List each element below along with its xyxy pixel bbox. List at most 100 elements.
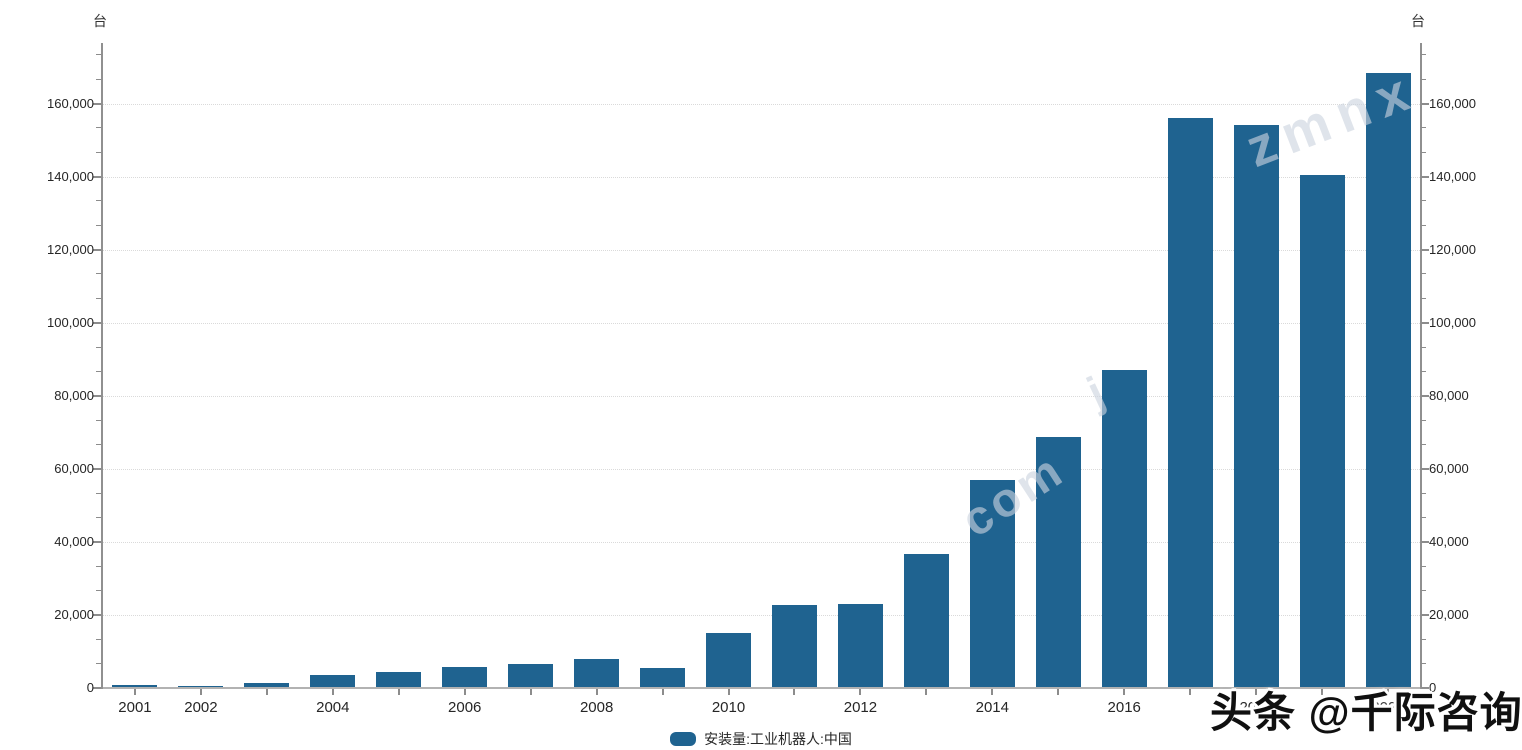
y-tick-left	[95, 517, 101, 519]
x-tick	[1123, 689, 1126, 695]
bar-2015	[1035, 437, 1081, 688]
y-tick-label-right: 40,000	[1429, 533, 1469, 549]
y-tick-left	[95, 638, 101, 640]
legend-swatch	[670, 732, 697, 746]
y-gridline	[103, 468, 1420, 470]
x-tick	[133, 689, 136, 695]
bar-2004	[310, 675, 356, 688]
bar-2007	[508, 663, 554, 688]
x-tick	[793, 689, 796, 695]
y-gridline	[103, 322, 1420, 324]
x-tick-label: 2012	[843, 699, 878, 716]
legend: 安装量:工业机器人:中国	[0, 729, 1522, 749]
y-tick-left	[92, 394, 101, 397]
y-tick-right	[1420, 200, 1426, 202]
x-tick	[595, 689, 598, 695]
y-tick-left	[92, 687, 101, 689]
x-axis-line	[102, 687, 1421, 689]
x-tick	[1387, 689, 1390, 695]
x-tick	[991, 689, 994, 695]
bar-2020	[1365, 72, 1411, 688]
x-tick	[463, 689, 466, 695]
y-tick-right	[1420, 613, 1429, 616]
y-tick-left	[95, 200, 101, 202]
x-tick-label: 2006	[448, 699, 482, 716]
y-tick-left	[92, 613, 101, 616]
x-tick-label: 2008	[579, 699, 614, 716]
y-tick-right	[1420, 394, 1429, 397]
y-tick-left	[95, 78, 101, 80]
y-tick-right	[1420, 492, 1426, 494]
y-tick-right	[1420, 590, 1426, 592]
y-tick-label-right: 60,000	[1429, 460, 1469, 476]
bar-2017	[1167, 118, 1213, 688]
x-tick-label: 2020	[1371, 699, 1405, 716]
y-tick-right	[1420, 297, 1426, 299]
y-tick-left	[95, 663, 101, 665]
y-tick-label-left: 60,000	[54, 460, 94, 476]
y-tick-right	[1420, 638, 1426, 640]
y-tick-label-right: 20,000	[1429, 606, 1469, 622]
y-tick-label-right: 120,000	[1429, 241, 1476, 257]
x-tick	[859, 689, 862, 695]
y-tick-left	[95, 419, 101, 421]
bar-2006	[442, 666, 488, 688]
y-tick-label-left: 40,000	[54, 533, 94, 549]
bar-2009	[640, 667, 686, 688]
y-tick-right	[1420, 102, 1429, 105]
x-tick-label: 2001	[118, 699, 152, 716]
x-tick	[529, 689, 532, 695]
x-tick-label: 2002	[184, 699, 218, 716]
y-tick-right	[1420, 273, 1426, 275]
x-tick	[265, 689, 268, 695]
y-tick-left	[95, 224, 101, 226]
y-gridline	[103, 103, 1420, 105]
legend-label: 安装量:工业机器人:中国	[704, 731, 852, 747]
y-tick-right	[1420, 54, 1426, 56]
y-axis-unit-label-right: 台	[1411, 13, 1425, 29]
x-tick-label: 2016	[1107, 699, 1141, 716]
bar-2005	[376, 671, 422, 688]
y-tick-left	[95, 297, 101, 299]
x-tick	[1057, 689, 1060, 695]
y-tick-right	[1420, 370, 1426, 372]
y-tick-left	[95, 54, 101, 56]
y-tick-label-right: 80,000	[1429, 387, 1469, 403]
y-tick-right	[1420, 687, 1429, 689]
y-tick-right	[1420, 78, 1426, 80]
bar-2012	[837, 603, 883, 688]
y-gridline	[103, 614, 1420, 616]
bar-2019	[1299, 174, 1345, 688]
x-tick-label: 2010	[711, 699, 746, 716]
y-tick-left	[92, 175, 101, 178]
y-tick-label-left: 140,000	[47, 168, 94, 184]
bar-2014	[969, 479, 1015, 688]
x-tick-label: 2014	[975, 699, 1009, 716]
y-tick-left	[92, 467, 101, 470]
bar-2010	[706, 633, 752, 688]
y-axis-left	[100, 43, 103, 689]
y-tick-right	[1420, 346, 1426, 348]
x-tick	[331, 689, 334, 695]
y-tick-label-right: 0	[1429, 680, 1437, 695]
y-tick-left	[92, 102, 101, 105]
y-tick-right	[1420, 224, 1426, 226]
y-tick-label-left: 100,000	[47, 314, 94, 330]
x-tick	[661, 689, 664, 695]
bar-2003	[244, 682, 290, 688]
brand-watermark: 头条 @千际咨询	[1210, 689, 1522, 736]
y-gridline	[103, 249, 1420, 251]
y-tick-right	[1420, 663, 1426, 665]
y-tick-left	[95, 273, 101, 275]
bar-2002	[178, 685, 224, 688]
y-tick-right	[1420, 517, 1426, 519]
y-tick-right	[1420, 151, 1426, 153]
y-tick-label-right: 100,000	[1429, 314, 1476, 330]
x-tick	[727, 689, 730, 695]
y-tick-label-right: 140,000	[1429, 168, 1476, 184]
x-tick	[397, 689, 400, 695]
y-tick-right	[1420, 565, 1426, 567]
bar-2016	[1101, 370, 1147, 688]
bar-2011	[771, 605, 817, 688]
x-tick-label: 2018	[1239, 699, 1273, 716]
